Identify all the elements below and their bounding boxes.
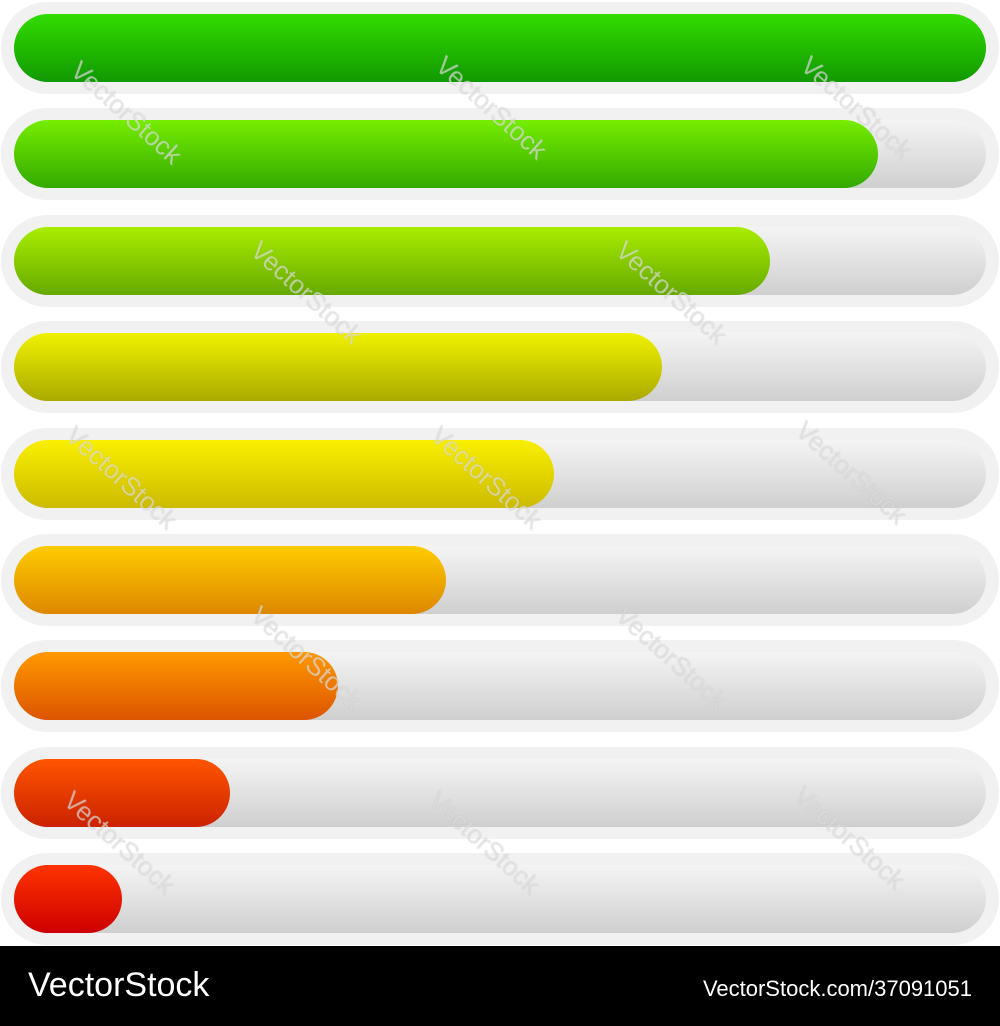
- progress-track: [14, 14, 986, 82]
- progress-bar-3: [1, 214, 999, 307]
- progress-track: [14, 758, 986, 827]
- progress-bar-7: [1, 640, 999, 733]
- progress-bar-1: [1, 2, 999, 94]
- image-reference: VectorStock.com/37091051: [702, 976, 972, 1001]
- progress-bar-9: [1, 853, 999, 946]
- progress-bar-6: [1, 534, 999, 626]
- progress-bar-5: [1, 427, 999, 520]
- progress-fill: [14, 14, 986, 82]
- progress-fill: [14, 120, 879, 189]
- progress-fill: [14, 226, 771, 295]
- progress-bar-2: [1, 108, 999, 201]
- progress-track: [14, 226, 986, 295]
- progress-fill: [14, 333, 663, 402]
- progress-fill: [14, 439, 555, 508]
- footer-banner: VectorStock VectorStock.com/37091051: [0, 946, 1000, 1026]
- progress-track: [14, 865, 986, 934]
- progress-fill: [14, 546, 446, 614]
- progress-track: [14, 120, 986, 189]
- progress-bar-8: [1, 746, 999, 839]
- progress-bar-4: [1, 321, 999, 414]
- progress-track: [14, 333, 986, 402]
- progress-fill: [14, 865, 122, 934]
- progress-track: [14, 439, 986, 508]
- progress-fill: [14, 758, 230, 827]
- brand-logo-text: VectorStock: [28, 966, 210, 1004]
- progress-fill: [14, 652, 338, 721]
- progress-track: [14, 546, 986, 614]
- progress-track: [14, 652, 986, 721]
